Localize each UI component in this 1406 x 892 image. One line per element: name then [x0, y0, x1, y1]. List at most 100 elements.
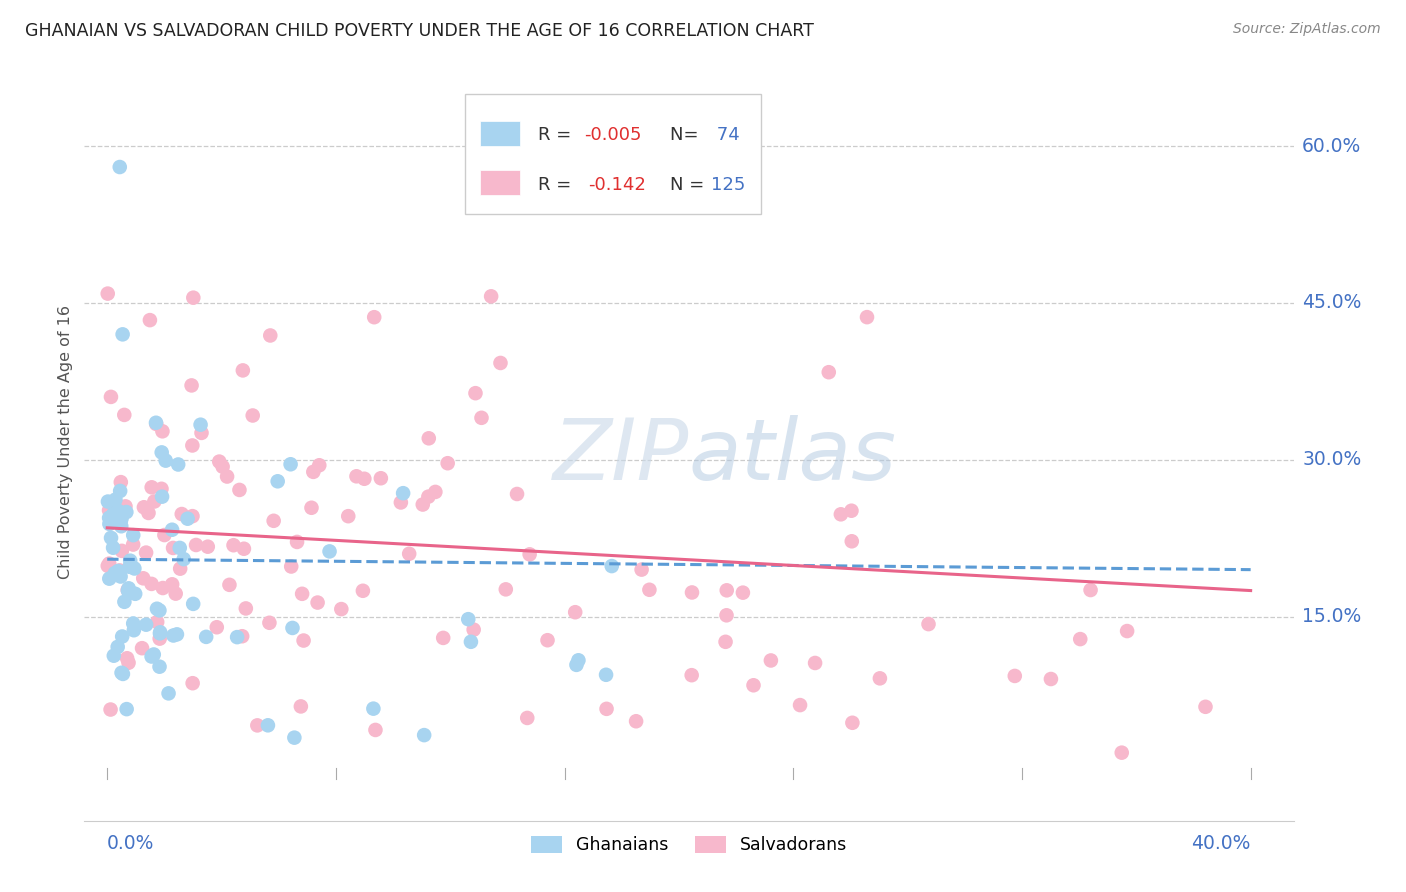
Point [470, 410, 492, 425]
Point [759, 653, 782, 667]
Point [160, 523, 183, 537]
Point [108, 563, 131, 577]
Point [1111, 746, 1133, 760]
Point [235, 601, 257, 615]
Point [266, 475, 288, 489]
Point [107, 564, 129, 578]
Point [103, 507, 125, 521]
Point [132, 571, 155, 585]
Point [100, 390, 122, 404]
Point [145, 417, 167, 431]
Point [97, 286, 120, 301]
Point [789, 698, 811, 712]
Point [246, 718, 269, 732]
Point [624, 714, 647, 729]
Point [101, 541, 124, 555]
Point [1069, 632, 1091, 646]
Point [222, 538, 245, 552]
Point [714, 635, 737, 649]
Point [917, 617, 939, 632]
Text: 40.0%: 40.0% [1191, 834, 1251, 854]
Point [1194, 699, 1216, 714]
Point [181, 509, 204, 524]
Point [190, 417, 212, 432]
Point [352, 583, 374, 598]
Point [231, 629, 253, 643]
Point [208, 454, 231, 468]
Point [112, 408, 135, 422]
Point [148, 659, 170, 673]
Point [197, 540, 219, 554]
Point [118, 559, 141, 574]
Point [112, 595, 135, 609]
Point [143, 494, 166, 508]
Point [856, 310, 879, 325]
Point [283, 731, 305, 745]
Point [425, 484, 447, 499]
Point [1004, 669, 1026, 683]
Point [302, 465, 325, 479]
Point [1080, 582, 1102, 597]
Point [841, 534, 863, 549]
Point [564, 605, 586, 619]
Point [817, 365, 839, 379]
Point [141, 480, 163, 494]
Point [413, 728, 436, 742]
Point [141, 649, 163, 664]
Point [242, 409, 264, 423]
FancyBboxPatch shape [479, 120, 520, 145]
Point [162, 541, 184, 555]
Point [122, 616, 145, 631]
Point [111, 667, 134, 681]
Point [432, 631, 454, 645]
Point [301, 500, 323, 515]
Point [103, 648, 125, 663]
Point [218, 578, 240, 592]
Point [149, 626, 172, 640]
Text: ZIP: ZIP [553, 415, 689, 499]
Point [135, 617, 157, 632]
Point [150, 482, 173, 496]
Point [457, 612, 479, 626]
Point [281, 621, 304, 635]
Point [337, 509, 360, 524]
Point [346, 469, 368, 483]
Point [418, 490, 440, 504]
Point [98, 511, 121, 525]
Point [183, 291, 205, 305]
Point [181, 676, 204, 690]
Point [157, 686, 180, 700]
Point [166, 627, 188, 641]
Point [149, 632, 172, 646]
Point [169, 541, 191, 555]
Point [464, 386, 486, 401]
Point [110, 519, 132, 533]
Point [169, 562, 191, 576]
Point [138, 506, 160, 520]
Text: 45.0%: 45.0% [1302, 293, 1361, 312]
Point [600, 559, 623, 574]
Point [115, 505, 138, 519]
Point [716, 608, 738, 623]
Text: 0.0%: 0.0% [107, 834, 155, 854]
Point [150, 445, 173, 459]
Point [489, 356, 512, 370]
Point [117, 582, 139, 597]
Point [280, 559, 302, 574]
Point [353, 472, 375, 486]
Point [290, 699, 312, 714]
Point [228, 483, 250, 497]
Point [370, 471, 392, 485]
Text: 15.0%: 15.0% [1302, 607, 1361, 626]
Point [170, 507, 193, 521]
Point [519, 547, 541, 561]
Text: R =: R = [538, 176, 582, 194]
Point [259, 615, 281, 630]
Point [804, 656, 827, 670]
Point [146, 615, 169, 629]
Point [111, 327, 134, 342]
Point [742, 678, 765, 692]
Point [869, 671, 891, 685]
Point [97, 494, 120, 508]
Point [107, 640, 129, 654]
